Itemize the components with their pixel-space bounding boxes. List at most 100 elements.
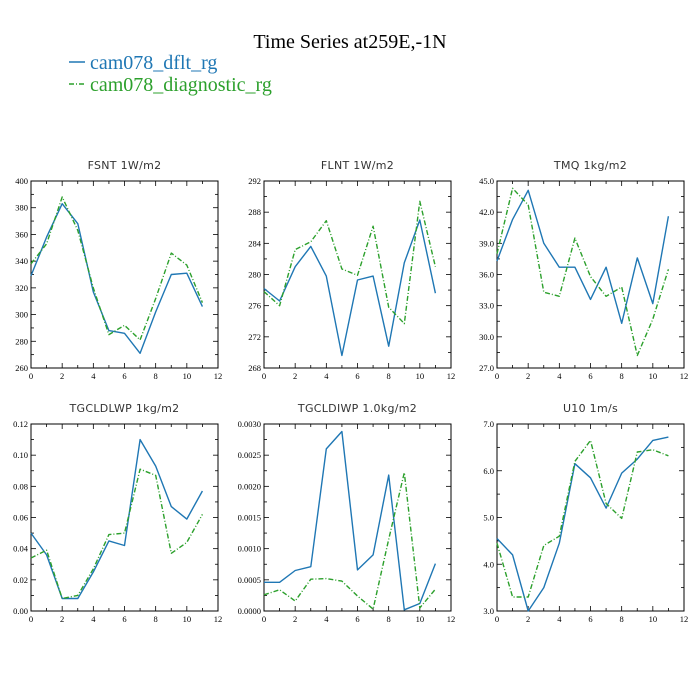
y-tick-label: 0.10 <box>13 450 28 460</box>
panel-title: FSNT 1W/m2 <box>88 159 162 172</box>
x-tick-label: 2 <box>293 371 297 381</box>
series-line-dflt <box>30 202 204 354</box>
x-tick-label: 2 <box>60 371 64 381</box>
panel-3: TMQ 1kg/m2 0 2 4 6 8 10 12 27.0 30.0 33.0 36.0 39.0 4… <box>479 159 688 381</box>
y-tick-label: 7.0 <box>483 419 494 429</box>
panel-title: TGCLDLWP 1kg/m2 <box>69 402 180 415</box>
y-tick-label: 272 <box>248 332 261 342</box>
y-tick-label: 30.0 <box>479 332 494 342</box>
x-tick-label: 10 <box>649 614 658 624</box>
y-tick-label: 0.0025 <box>238 450 261 460</box>
y-tick-label: 268 <box>248 363 261 373</box>
x-tick-label: 12 <box>680 614 689 624</box>
y-tick-label: 284 <box>248 238 262 248</box>
y-tick-label: 280 <box>15 336 28 346</box>
y-tick-label: 0.06 <box>13 513 28 523</box>
y-tick-label: 292 <box>248 176 261 186</box>
y-tick-label: 0.02 <box>13 575 28 585</box>
x-tick-label: 0 <box>29 371 33 381</box>
x-tick-label: 6 <box>122 371 126 381</box>
y-tick-label: 260 <box>15 363 28 373</box>
y-tick-label: 0.08 <box>13 481 28 491</box>
y-tick-label: 300 <box>15 310 28 320</box>
x-tick-label: 0 <box>495 614 499 624</box>
y-tick-label: 276 <box>248 301 261 311</box>
panel-2: FLNT 1W/m2 0 2 4 6 8 10 12 268 272 276 280 284 288 292 <box>248 159 455 381</box>
x-tick-label: 6 <box>588 614 592 624</box>
x-tick-label: 4 <box>557 614 562 624</box>
x-tick-label: 4 <box>91 371 96 381</box>
x-tick-label: 10 <box>183 614 192 624</box>
x-tick-label: 8 <box>154 371 158 381</box>
panel-grid: FSNT 1W/m20 2 4 6 8 10 12260280300320340360380… <box>13 159 688 624</box>
y-tick-label: 0.12 <box>13 419 28 429</box>
panel-1: FSNT 1W/m2 0 2 4 6 8 10 12 260 280 300 320 340 360 380… <box>15 159 222 381</box>
y-tick-label: 42.0 <box>479 207 494 217</box>
y-tick-label: 6.0 <box>483 466 494 476</box>
x-tick-label: 2 <box>60 614 64 624</box>
y-tick-label: 0.0000 <box>238 606 261 616</box>
x-tick-label: 6 <box>122 614 126 624</box>
x-tick-label: 4 <box>91 614 96 624</box>
plot-frame <box>263 423 452 612</box>
y-tick-label: 400 <box>15 176 28 186</box>
y-tick-label: 280 <box>248 270 261 280</box>
y-tick-label: 288 <box>248 207 261 217</box>
series-line-diagnostic <box>496 439 669 598</box>
x-tick-label: 4 <box>324 371 329 381</box>
y-tick-label: 0.04 <box>13 544 29 554</box>
y-tick-label: 0.0005 <box>238 575 261 585</box>
panel-title: U10 1m/s <box>563 402 618 415</box>
x-tick-label: 6 <box>588 371 592 381</box>
series-line-dflt <box>496 436 669 612</box>
panel-title: TGCLDIWP 1.0kg/m2 <box>297 402 417 415</box>
y-tick-label: 0.0010 <box>238 544 261 554</box>
y-tick-label: 340 <box>15 256 28 266</box>
panel-4: TGCLDLWP 1kg/m2 0 2 4 6 8 10 12 0.00 0.02 0.04 0.06… <box>13 402 222 624</box>
y-tick-label: 0.0030 <box>238 419 261 429</box>
panel-6: U10 1m/s 0 2 4 6 8 10 12 3.0 4.0 5.0 6.0 7.0 <box>483 402 688 624</box>
x-tick-label: 4 <box>557 371 562 381</box>
x-tick-label: 0 <box>29 614 33 624</box>
x-tick-label: 4 <box>324 614 329 624</box>
y-tick-label: 27.0 <box>479 363 494 373</box>
x-tick-label: 6 <box>355 371 359 381</box>
x-tick-label: 8 <box>620 614 624 624</box>
y-tick-label: 4.0 <box>483 559 494 569</box>
y-tick-label: 380 <box>15 203 28 213</box>
y-tick-label: 3.0 <box>483 606 494 616</box>
x-tick-label: 12 <box>214 371 223 381</box>
series-line-diagnostic <box>263 471 436 610</box>
x-tick-label: 8 <box>387 371 391 381</box>
plot-frame <box>30 423 219 612</box>
x-tick-label: 12 <box>680 371 689 381</box>
series-line-dflt <box>263 219 437 357</box>
x-tick-label: 2 <box>526 371 530 381</box>
x-tick-label: 8 <box>154 614 158 624</box>
series-line-dflt <box>264 430 437 611</box>
y-tick-label: 0.00 <box>13 606 28 616</box>
panel-title: TMQ 1kg/m2 <box>553 159 627 172</box>
x-tick-label: 12 <box>214 614 223 624</box>
x-tick-label: 2 <box>526 614 530 624</box>
x-tick-label: 10 <box>416 614 425 624</box>
x-tick-label: 12 <box>447 614 456 624</box>
y-tick-label: 0.0020 <box>238 481 261 491</box>
x-tick-label: 0 <box>262 614 266 624</box>
panel-title: FLNT 1W/m2 <box>321 159 394 172</box>
y-tick-label: 45.0 <box>479 176 494 186</box>
x-tick-label: 6 <box>355 614 359 624</box>
x-tick-label: 2 <box>293 614 297 624</box>
series-line-diagnostic <box>30 196 204 341</box>
series-line-dflt <box>30 438 204 600</box>
y-tick-label: 39.0 <box>479 238 494 248</box>
plot-frame <box>496 180 685 369</box>
legend-label-dflt: cam078_dflt_rg <box>90 52 217 74</box>
y-tick-label: 36.0 <box>479 270 494 280</box>
series-line-diagnostic <box>263 200 437 325</box>
x-tick-label: 8 <box>387 614 391 624</box>
x-tick-label: 10 <box>649 371 658 381</box>
x-tick-label: 10 <box>183 371 192 381</box>
plot-frame <box>496 423 685 612</box>
